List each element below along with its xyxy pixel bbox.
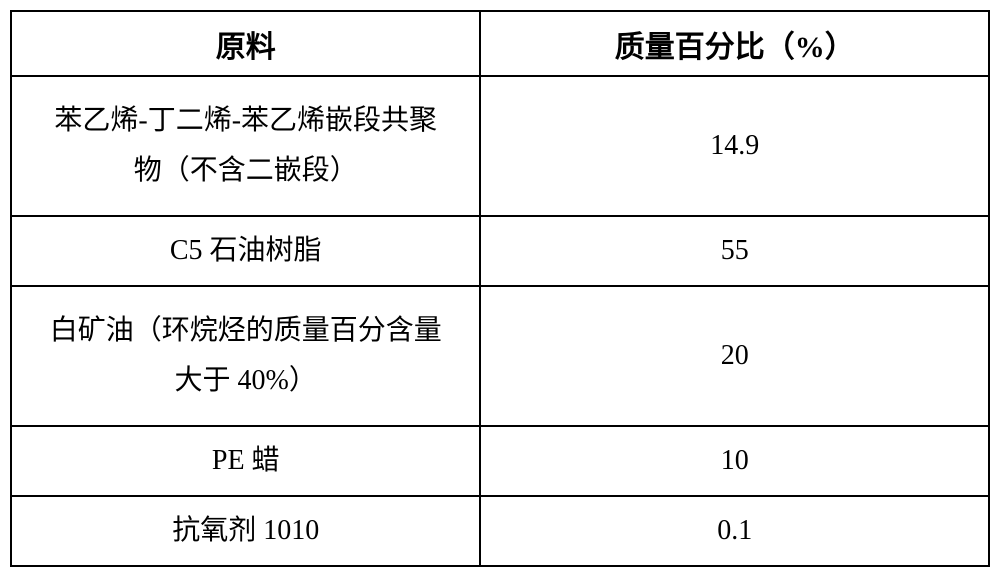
table-row: C5 石油树脂 55	[11, 216, 989, 286]
cell-material-content: 白矿油（环烷烃的质量百分含量 大于 40%）	[12, 298, 479, 415]
cell-material: 白矿油（环烷烃的质量百分含量 大于 40%）	[11, 286, 480, 426]
material-line1: 白矿油（环烷烃的质量百分含量	[24, 306, 467, 356]
cell-material: 抗氧剂 1010	[11, 496, 480, 566]
material-line2: 大于 40%）	[24, 356, 467, 406]
table-row: 苯乙烯-丁二烯-苯乙烯嵌段共聚 物（不含二嵌段） 14.9	[11, 76, 989, 216]
cell-percent-content: 14.9	[481, 113, 988, 179]
table-body: 苯乙烯-丁二烯-苯乙烯嵌段共聚 物（不含二嵌段） 14.9 C5 石油树脂 55	[11, 76, 989, 566]
cell-percent-content: 10	[481, 428, 988, 494]
composition-table-container: 原料 质量百分比（%） 苯乙烯-丁二烯-苯乙烯嵌段共聚 物（不含二嵌段） 14.…	[10, 10, 990, 567]
header-percent: 质量百分比（%）	[480, 11, 989, 76]
cell-percent: 55	[480, 216, 989, 286]
table-row: 抗氧剂 1010 0.1	[11, 496, 989, 566]
header-material: 原料	[11, 11, 480, 76]
cell-percent: 20	[480, 286, 989, 426]
cell-material-content: C5 石油树脂	[12, 218, 479, 284]
cell-material: 苯乙烯-丁二烯-苯乙烯嵌段共聚 物（不含二嵌段）	[11, 76, 480, 216]
table-row: PE 蜡 10	[11, 426, 989, 496]
cell-percent: 0.1	[480, 496, 989, 566]
cell-material: PE 蜡	[11, 426, 480, 496]
cell-percent: 14.9	[480, 76, 989, 216]
material-line1: 苯乙烯-丁二烯-苯乙烯嵌段共聚	[24, 96, 467, 146]
cell-percent-content: 20	[481, 323, 988, 389]
cell-material-content: PE 蜡	[12, 428, 479, 494]
table-header-row: 原料 质量百分比（%）	[11, 11, 989, 76]
table-row: 白矿油（环烷烃的质量百分含量 大于 40%） 20	[11, 286, 989, 426]
cell-material: C5 石油树脂	[11, 216, 480, 286]
material-line2: 物（不含二嵌段）	[24, 146, 467, 196]
composition-table: 原料 质量百分比（%） 苯乙烯-丁二烯-苯乙烯嵌段共聚 物（不含二嵌段） 14.…	[10, 10, 990, 567]
cell-percent: 10	[480, 426, 989, 496]
cell-material-content: 苯乙烯-丁二烯-苯乙烯嵌段共聚 物（不含二嵌段）	[12, 88, 479, 205]
cell-percent-content: 55	[481, 218, 988, 284]
